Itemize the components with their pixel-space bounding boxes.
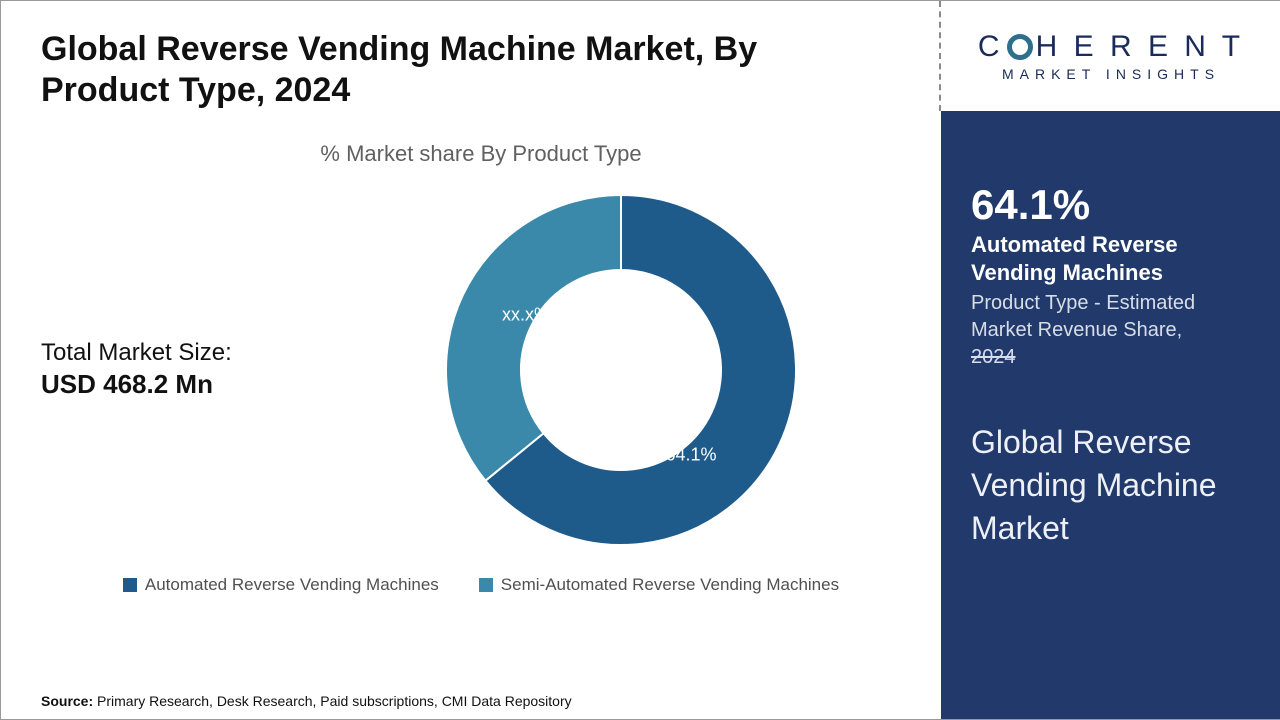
source-text: Primary Research, Desk Research, Paid su… [97,693,572,709]
panel-percent: 64.1% [971,181,1251,229]
legend: Automated Reverse Vending Machines Semi-… [41,575,921,595]
market-size-value: USD 468.2 Mn [41,369,311,400]
swatch-semi-automated [479,578,493,592]
source-prefix: Source: [41,693,93,709]
chart-subtitle: % Market share By Product Type [41,141,921,167]
chart-title: Global Reverse Vending Machine Market, B… [41,29,861,111]
side-panel: 64.1% Automated Reverse Vending Machines… [941,111,1280,719]
panel-segment: Automated Reverse Vending Machines [971,231,1251,286]
market-size-block: Total Market Size: USD 468.2 Mn [41,339,321,400]
brand-logo: C H E R E N T MARKET INSIGHTS [941,1,1280,111]
donut-chart: 64.1% xx.x% [321,175,921,565]
donut-svg [441,190,801,550]
panel-desc-line2: Market Revenue Share, [971,319,1182,341]
panel-market-name: Global Reverse Vending Machine Market [971,421,1251,551]
chart-row: Total Market Size: USD 468.2 Mn 64.1% xx… [41,175,921,565]
brand-name-top: C H E R E N T [978,30,1244,64]
brand-name-bottom: MARKET INSIGHTS [978,66,1244,82]
legend-label-automated: Automated Reverse Vending Machines [145,575,439,595]
legend-item-semi-automated: Semi-Automated Reverse Vending Machines [479,575,839,595]
swatch-automated [123,578,137,592]
main-area: Global Reverse Vending Machine Market, B… [1,1,941,719]
brand-block: C H E R E N T MARKET INSIGHTS [978,30,1244,82]
brand-ring-icon [1007,34,1033,60]
side-area: C H E R E N T MARKET INSIGHTS 64.1% Auto… [941,1,1280,719]
legend-item-automated: Automated Reverse Vending Machines [123,575,439,595]
panel-desc-line1: Product Type - Estimated [971,292,1195,314]
page-root: Global Reverse Vending Machine Market, B… [0,0,1280,720]
dashed-divider [939,1,941,111]
panel-desc-year: 2024 [971,346,1016,368]
brand-letter: C [978,30,1004,64]
market-size-label: Total Market Size: [41,339,311,367]
panel-desc: Product Type - Estimated Market Revenue … [971,290,1251,371]
source-line: Source: Primary Research, Desk Research,… [41,693,572,709]
legend-label-semi-automated: Semi-Automated Reverse Vending Machines [501,575,839,595]
brand-letters: H E R E N T [1036,30,1244,64]
